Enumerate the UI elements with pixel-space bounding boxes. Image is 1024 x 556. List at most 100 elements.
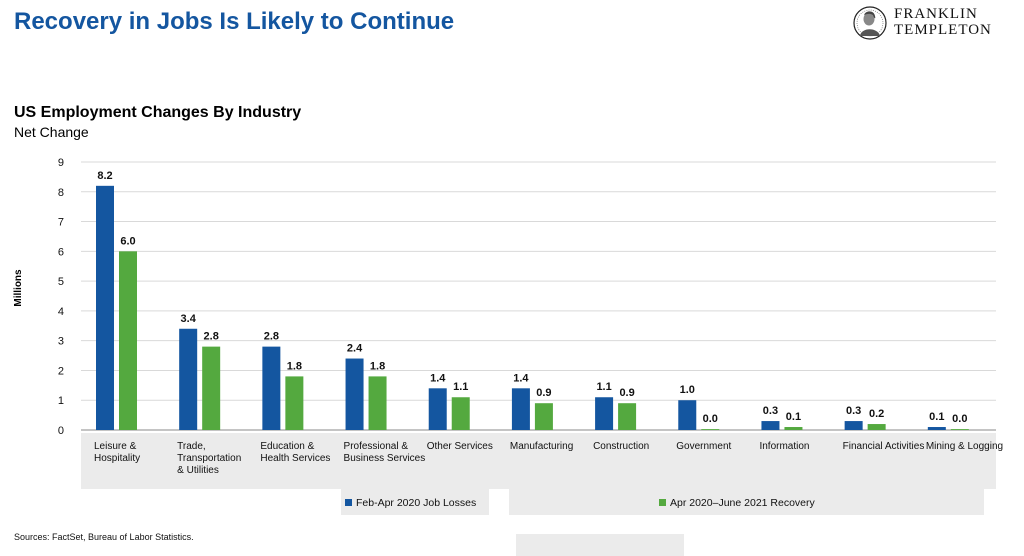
bar-chart: 0 1 2 3 4 5 6 7 8 9 8.2 3.4 2.8 2.4 1.4 1.4 1.1 1.0 0.3 0.3… — [58, 157, 996, 437]
chart-subtitle: Net Change — [14, 124, 89, 140]
x-tick-label: Mining & Logging — [926, 441, 1010, 453]
x-tick-label-line: Trade, — [177, 441, 206, 452]
legend-item-series-1: Feb-Apr 2020 Job Losses — [345, 497, 476, 509]
x-tick-label-line: Information — [759, 441, 810, 452]
legend-swatch-series-1 — [345, 499, 352, 506]
data-label-series-2-2: 2.8 — [204, 331, 219, 343]
bar-series-1-5 — [428, 388, 447, 430]
legend-label-series-1: Feb-Apr 2020 Job Losses — [356, 497, 477, 509]
x-tick-label-line: Manufacturing — [509, 441, 574, 452]
benjamin-franklin-portrait-icon — [853, 6, 887, 40]
y-tick-label: 3 — [58, 336, 64, 348]
x-tick-label: Information — [759, 441, 843, 453]
y-tick-label: 4 — [58, 306, 64, 318]
data-label-series-2-9: 0.1 — [786, 411, 801, 423]
data-label-series-1-5: 1.4 — [430, 372, 446, 384]
x-tick-label: Professional & Business Services — [344, 441, 428, 465]
data-label-series-2-5: 1.1 — [453, 381, 468, 393]
data-label-series-1-10: 0.3 — [846, 405, 861, 417]
bar-series-1-9 — [761, 421, 780, 430]
bar-series-2-3 — [285, 376, 304, 430]
legend-swatch-series-2 — [659, 499, 666, 506]
source-note: Sources: FactSet, Bureau of Labor Statis… — [14, 532, 194, 542]
y-tick-label: 1 — [58, 395, 64, 407]
bar-series-2-9 — [784, 427, 803, 430]
x-tick-label: Other Services — [427, 441, 511, 453]
data-label-series-1-7: 1.1 — [596, 381, 611, 393]
x-tick-label-line: Education & — [260, 441, 315, 452]
y-tick-label: 6 — [58, 246, 64, 258]
bar-series-1-7 — [595, 397, 614, 430]
x-tick-label-line: Hospitality — [94, 453, 141, 464]
x-tick-label-line: Business Services — [343, 453, 426, 464]
y-tick-label: 0 — [58, 425, 64, 437]
bar-series-2-4 — [368, 376, 387, 430]
data-label-series-2-8: 0.0 — [703, 413, 718, 425]
data-label-series-1-2: 3.4 — [181, 313, 197, 325]
x-tick-label-line: Transportation — [177, 453, 242, 464]
bar-series-1-3 — [262, 346, 281, 430]
bar-series-1-2 — [179, 328, 198, 430]
bar-series-2-10 — [867, 424, 886, 430]
footer-box — [516, 534, 684, 556]
x-tick-label-line: Professional & — [343, 441, 409, 452]
logo-line-2: TEMPLETON — [894, 22, 992, 38]
bar-series-2-7 — [618, 403, 637, 430]
data-label-series-1-11: 0.1 — [929, 411, 944, 423]
category-axis-band — [81, 433, 996, 489]
x-tick-label: Financial Activities — [843, 441, 927, 453]
data-label-series-1-1: 8.2 — [97, 170, 112, 182]
x-tick-label-line: Construction — [593, 441, 650, 452]
bar-series-1-1 — [96, 185, 114, 430]
x-tick-label-line: Other Services — [426, 441, 493, 452]
legend-box-2 — [509, 489, 984, 515]
logo-line-1: FRANKLIN — [894, 6, 978, 22]
data-label-series-2-10: 0.2 — [869, 408, 884, 420]
data-label-series-2-7: 0.9 — [619, 387, 634, 399]
x-tick-label: Trade, Transportation & Utilities — [177, 441, 261, 477]
legend-label-series-2: Apr 2020–June 2021 Recovery — [670, 497, 815, 509]
x-tick-label-line: Financial Activities — [842, 441, 925, 452]
data-label-series-2-1: 6.0 — [120, 235, 135, 247]
data-label-series-2-3: 1.8 — [287, 360, 302, 372]
data-label-series-1-8: 1.0 — [680, 384, 695, 396]
legend-item-series-2: Apr 2020–June 2021 Recovery — [659, 497, 815, 509]
data-label-series-2-4: 1.8 — [370, 360, 385, 372]
legend-box-1 — [341, 489, 489, 515]
x-tick-label-line: Mining & Logging — [925, 441, 1004, 452]
data-label-series-1-9: 0.3 — [763, 405, 778, 417]
y-tick-label: 7 — [58, 217, 64, 229]
data-label-series-2-11: 0.0 — [952, 413, 967, 425]
data-label-series-1-3: 2.8 — [264, 331, 279, 343]
page-headline: Recovery in Jobs Is Likely to Continue — [14, 8, 455, 35]
bar-series-2-8 — [701, 429, 720, 430]
bar-series-2-1 — [119, 251, 137, 430]
x-tick-label: Government — [676, 441, 760, 453]
logo-wordmark: FRANKLIN TEMPLETON — [894, 6, 992, 38]
bar-series-1-8 — [678, 400, 697, 430]
x-tick-label-line: & Utilities — [177, 465, 219, 476]
x-tick-label: Construction — [593, 441, 677, 453]
bar-series-2-11 — [950, 429, 969, 430]
data-label-series-1-4: 2.4 — [347, 343, 363, 355]
bar-series-1-11 — [927, 427, 946, 430]
chart-title: US Employment Changes By Industry — [14, 104, 302, 121]
x-tick-label-line: Health Services — [260, 453, 331, 464]
y-tick-label: 2 — [58, 365, 64, 377]
franklin-templeton-logo: FRANKLIN TEMPLETON — [852, 6, 1012, 42]
bar-series-2-2 — [202, 346, 221, 430]
x-tick-label: Manufacturing — [510, 441, 594, 453]
x-tick-label: Education & Health Services — [260, 441, 344, 465]
data-label-series-2-6: 0.9 — [536, 387, 551, 399]
y-tick-label: 8 — [58, 187, 64, 199]
y-tick-label: 5 — [58, 276, 64, 288]
data-label-series-1-6: 1.4 — [513, 372, 529, 384]
bar-series-1-4 — [345, 358, 364, 430]
x-tick-label-line: Government — [676, 441, 732, 452]
x-tick-label: Leisure & Hospitality — [94, 441, 178, 465]
bar-series-1-10 — [844, 421, 863, 430]
bar-series-1-6 — [511, 388, 530, 430]
y-tick-label: 9 — [58, 157, 64, 169]
x-tick-label-line: Leisure & — [94, 441, 137, 452]
bar-series-2-6 — [534, 403, 553, 430]
